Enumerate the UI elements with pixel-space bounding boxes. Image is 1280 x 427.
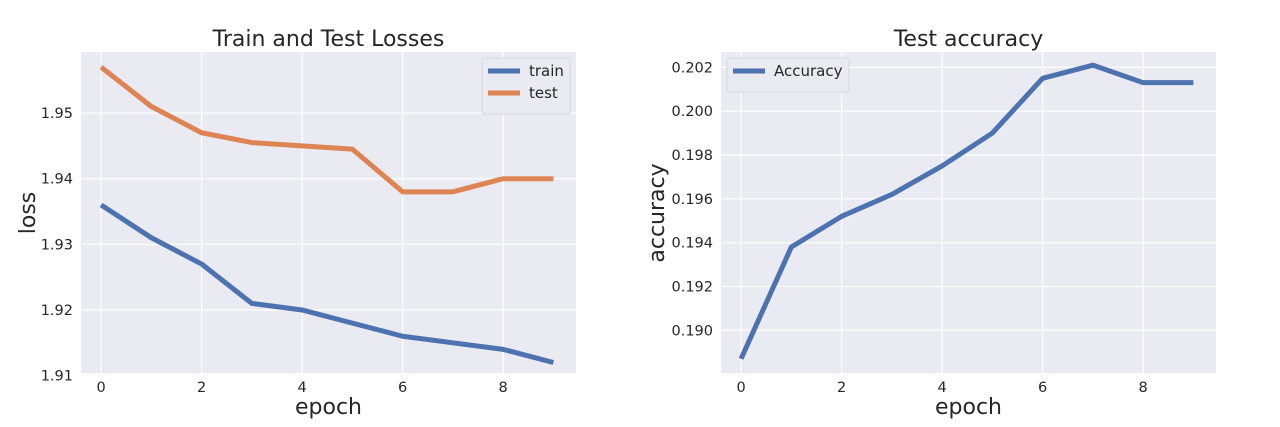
accuracy-x-tick-label: 0 xyxy=(736,380,745,396)
loss-x-tick-label: 4 xyxy=(297,380,306,396)
accuracy-legend-box xyxy=(726,57,850,93)
loss-x-tick-label: 8 xyxy=(499,380,508,396)
loss-y-tick-label: 1.93 xyxy=(41,237,73,253)
loss-chart-title: Train and Test Losses xyxy=(212,27,445,52)
loss-x-tick-label: 2 xyxy=(197,380,206,396)
loss-x-tick-label: 0 xyxy=(96,380,105,396)
accuracy-y-tick-label: 0.190 xyxy=(671,323,713,339)
accuracy-y-tick-label: 0.202 xyxy=(671,60,713,76)
loss-y-tick-label: 1.95 xyxy=(41,106,73,122)
accuracy-plot-area xyxy=(721,52,1216,373)
loss-x-axis-label: epoch xyxy=(295,395,362,420)
loss-chart: 0 2 4 6 8 1.91 1.92 1.93 1.94 1.95 Train and Test… xyxy=(16,27,576,420)
accuracy-y-axis-label: accuracy xyxy=(645,163,670,262)
accuracy-y-tick-label: 0.192 xyxy=(671,279,713,295)
loss-ticks: 0 2 4 6 8 1.91 1.92 1.93 1.94 1.95 xyxy=(41,106,508,396)
accuracy-x-tick-label: 4 xyxy=(937,380,946,396)
accuracy-y-tick-label: 0.194 xyxy=(671,236,713,252)
loss-y-tick-label: 1.91 xyxy=(41,369,73,385)
loss-y-tick-label: 1.94 xyxy=(41,172,73,188)
accuracy-y-tick-label: 0.196 xyxy=(671,192,713,208)
loss-y-axis-label: loss xyxy=(16,192,41,235)
loss-y-tick-label: 1.92 xyxy=(41,303,73,319)
loss-series-line-train xyxy=(99,202,555,365)
loss-x-tick-label: 6 xyxy=(398,380,407,396)
accuracy-lines xyxy=(738,62,1194,360)
accuracy-x-tick-label: 2 xyxy=(837,380,846,396)
accuracy-chart-title: Test accuracy xyxy=(893,27,1044,52)
accuracy-chart: 0 2 4 6 8 0.190 0.192 0.194 0.196 0.198 0.200 0.202… xyxy=(645,27,1216,420)
accuracy-legend-label: Accuracy xyxy=(774,62,843,80)
accuracy-y-tick-label: 0.198 xyxy=(671,148,713,164)
accuracy-ticks: 0 2 4 6 8 0.190 0.192 0.194 0.196 0.198 0.200 0.202 xyxy=(671,60,1147,396)
loss-lines xyxy=(99,65,555,365)
loss-legend: train test xyxy=(481,57,571,115)
loss-legend-label: train xyxy=(529,62,564,80)
accuracy-y-tick-label: 0.200 xyxy=(671,104,713,120)
loss-series-line-test xyxy=(99,65,554,195)
accuracy-legend: Accuracy xyxy=(726,57,850,93)
accuracy-x-tick-label: 6 xyxy=(1038,380,1047,396)
accuracy-series-line-accuracy xyxy=(738,62,1194,360)
loss-legend-label: test xyxy=(529,84,558,102)
accuracy-x-tick-label: 8 xyxy=(1139,380,1148,396)
accuracy-x-axis-label: epoch xyxy=(935,395,1002,420)
